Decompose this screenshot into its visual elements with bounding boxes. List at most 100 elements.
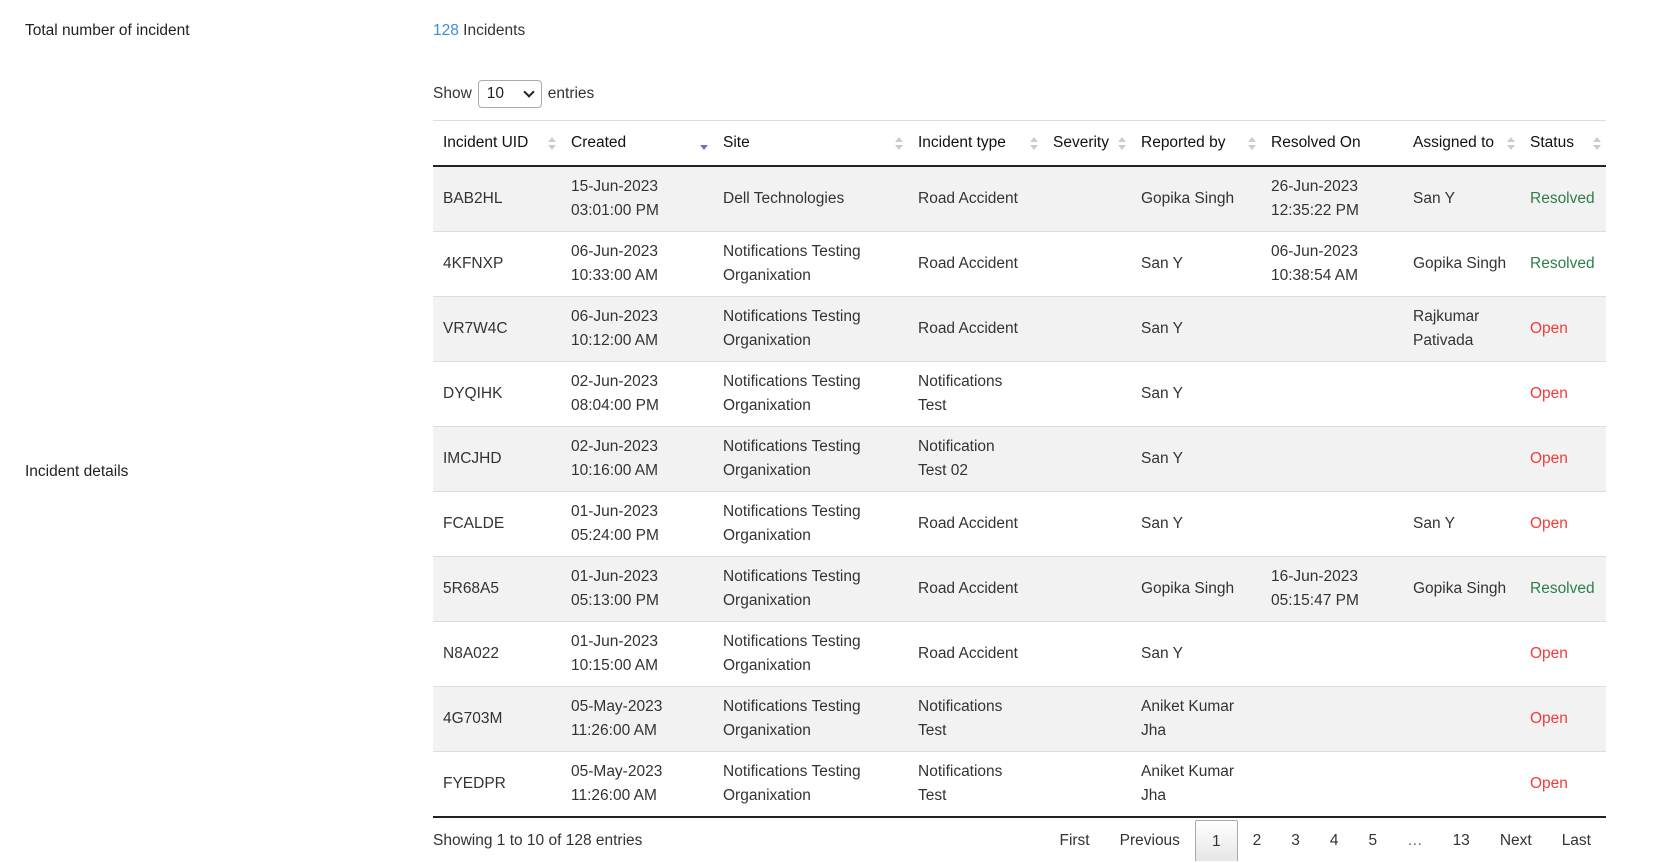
page-3-button[interactable]: 3 xyxy=(1291,832,1300,849)
last-page-button[interactable]: Last xyxy=(1561,832,1591,849)
cell-type: Notifications Test xyxy=(908,686,1043,752)
cell-uid: IMCJHD xyxy=(433,426,561,492)
next-page-button[interactable]: Next xyxy=(1499,832,1532,849)
cell-severity xyxy=(1043,686,1131,752)
column-header-assigned-to[interactable]: Assigned to xyxy=(1403,121,1520,167)
site-line: Organixation xyxy=(723,332,811,349)
type-line: Road Accident xyxy=(918,580,1018,597)
column-header-resolved-on[interactable]: Resolved On xyxy=(1261,121,1403,167)
cell-assigned: San Y xyxy=(1403,166,1520,232)
table-row[interactable]: BAB2HL 15-Jun-2023 03:01:00 PM Dell Technol… xyxy=(433,166,1606,232)
page-1-button[interactable]: 1 xyxy=(1194,820,1238,861)
cell-status: Open xyxy=(1520,296,1606,362)
sort-icon xyxy=(1248,137,1256,150)
type-line: Road Accident xyxy=(918,515,1018,532)
cell-site: Dell Technologies xyxy=(713,166,908,232)
uid-value[interactable]: 5R68A5 xyxy=(443,580,500,597)
table-row[interactable]: 4KFNXP 06-Jun-2023 10:33:00 AM Notification… xyxy=(433,231,1606,297)
resolved-line: 26-Jun-2023 xyxy=(1271,178,1359,195)
uid-value[interactable]: FYEDPR xyxy=(443,775,506,792)
type-line: Road Accident xyxy=(918,320,1018,337)
site-line: Notifications Testing xyxy=(723,763,861,780)
sort-icon xyxy=(548,137,556,150)
cell-status: Resolved xyxy=(1520,166,1606,232)
cell-site: Notifications Testing Organixation xyxy=(713,361,908,427)
page-13-button[interactable]: 13 xyxy=(1452,832,1470,849)
uid-value[interactable]: DYQIHK xyxy=(443,385,503,402)
cell-uid: VR7W4C xyxy=(433,296,561,362)
uid-value[interactable]: N8A022 xyxy=(443,645,500,662)
page-4-button[interactable]: 4 xyxy=(1329,832,1339,849)
created-line: 01-Jun-2023 xyxy=(571,633,659,650)
site-line: Organixation xyxy=(723,397,811,414)
cell-created: 05-May-2023 11:26:00 AM xyxy=(561,751,713,818)
assigned-line: Gopika Singh xyxy=(1413,255,1507,272)
column-header-site[interactable]: Site xyxy=(713,121,908,167)
cell-uid: 4KFNXP xyxy=(433,231,561,297)
reported-line: Aniket Kumar xyxy=(1141,763,1235,780)
created-line: 10:15:00 AM xyxy=(571,657,659,674)
table-row[interactable]: N8A022 01-Jun-2023 10:15:00 AM Notification… xyxy=(433,621,1606,687)
sort-down-arrow xyxy=(1593,145,1601,150)
sort-down-arrow xyxy=(1030,145,1038,150)
cell-uid: 5R68A5 xyxy=(433,556,561,622)
cell-status: Open xyxy=(1520,491,1606,557)
table-row[interactable]: FCALDE 01-Jun-2023 05:24:00 PM Notification… xyxy=(433,491,1606,557)
resolved-line: 06-Jun-2023 xyxy=(1271,243,1359,260)
sort-icon xyxy=(895,137,903,150)
table-row[interactable]: IMCJHD 02-Jun-2023 10:16:00 AM Notification… xyxy=(433,426,1606,492)
column-header-status[interactable]: Status xyxy=(1520,121,1606,167)
incident-details-label: Incident details xyxy=(25,463,129,480)
page-2-button[interactable]: 2 xyxy=(1252,832,1262,849)
type-line: Test xyxy=(918,397,947,414)
type-line: Notifications xyxy=(918,698,1003,715)
table-row[interactable]: DYQIHK 02-Jun-2023 08:04:00 PM Notification… xyxy=(433,361,1606,427)
cell-uid: DYQIHK xyxy=(433,361,561,427)
table-row[interactable]: FYEDPR 05-May-2023 11:26:00 AM Notification… xyxy=(433,751,1606,818)
page-length-select[interactable]: 10 xyxy=(477,80,542,108)
cell-resolved xyxy=(1261,686,1403,752)
reported-line: Jha xyxy=(1141,722,1166,739)
status-badge: Open xyxy=(1530,775,1568,792)
table-row[interactable]: 4G703M 05-May-2023 11:26:00 AM Notification… xyxy=(433,686,1606,752)
created-line: 15-Jun-2023 xyxy=(571,178,659,195)
status-badge: Open xyxy=(1530,515,1568,532)
uid-value[interactable]: 4G703M xyxy=(443,710,503,727)
page-length-value: 10 xyxy=(486,85,505,102)
cell-uid: 4G703M xyxy=(433,686,561,752)
cell-site: Notifications Testing Organixation xyxy=(713,491,908,557)
first-page-button[interactable]: First xyxy=(1059,832,1090,849)
cell-created: 01-Jun-2023 05:13:00 PM xyxy=(561,556,713,622)
column-header-incident-uid[interactable]: Incident UID xyxy=(433,121,561,167)
created-line: 02-Jun-2023 xyxy=(571,373,659,390)
cell-severity xyxy=(1043,751,1131,818)
cell-assigned xyxy=(1403,686,1520,752)
cell-created: 02-Jun-2023 08:04:00 PM xyxy=(561,361,713,427)
column-header-created[interactable]: Created xyxy=(561,121,713,167)
table-row[interactable]: 5R68A5 01-Jun-2023 05:13:00 PM Notification… xyxy=(433,556,1606,622)
type-line: Road Accident xyxy=(918,190,1018,207)
cell-resolved: 06-Jun-2023 10:38:54 AM xyxy=(1261,231,1403,297)
type-line: Test xyxy=(918,722,947,739)
table-row[interactable]: VR7W4C 06-Jun-2023 10:12:00 AM Notification… xyxy=(433,296,1606,362)
uid-value[interactable]: VR7W4C xyxy=(443,320,508,337)
cell-site: Notifications Testing Organixation xyxy=(713,751,908,818)
uid-value[interactable]: 4KFNXP xyxy=(443,255,504,272)
column-header-severity[interactable]: Severity xyxy=(1043,121,1131,167)
uid-value[interactable]: FCALDE xyxy=(443,515,505,532)
previous-page-button[interactable]: Previous xyxy=(1119,832,1180,849)
sort-down-arrow xyxy=(548,145,556,150)
column-header-reported-by[interactable]: Reported by xyxy=(1131,121,1261,167)
cell-assigned xyxy=(1403,361,1520,427)
cell-created: 06-Jun-2023 10:33:00 AM xyxy=(561,231,713,297)
cell-assigned xyxy=(1403,751,1520,818)
uid-value[interactable]: IMCJHD xyxy=(443,450,502,467)
type-line: Test 02 xyxy=(918,462,968,479)
cell-created: 15-Jun-2023 03:01:00 PM xyxy=(561,166,713,232)
column-header-incident-type[interactable]: Incident type xyxy=(908,121,1043,167)
chevron-down-icon xyxy=(523,86,535,98)
uid-value[interactable]: BAB2HL xyxy=(443,190,503,207)
page-5-button[interactable]: 5 xyxy=(1368,832,1378,849)
reported-line: Jha xyxy=(1141,787,1166,804)
sort-up-arrow xyxy=(548,137,556,142)
